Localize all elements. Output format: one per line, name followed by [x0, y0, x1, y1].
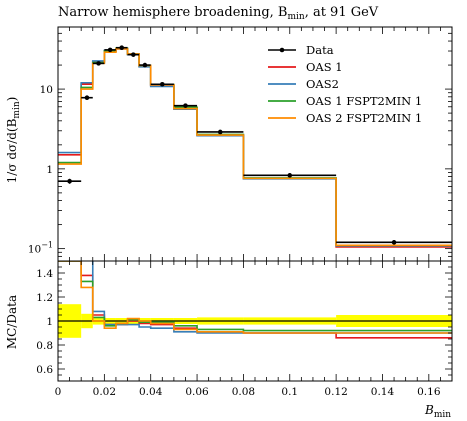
x-tick-label-8: 0.16 — [417, 386, 441, 398]
main-y-ticks — [58, 26, 452, 262]
x-tick-label-1: 0.02 — [93, 386, 116, 398]
y-axis-label-main: 1/σ dσ/d(Bmin) — [5, 97, 22, 184]
data-point-5 — [131, 52, 136, 57]
y-axis-label-ratio: MC/Data — [5, 295, 19, 349]
legend-label-4: OAS 2 FSPT2MIN 1 — [306, 111, 422, 125]
legend-data-marker — [279, 47, 285, 53]
data-point-9 — [217, 129, 223, 135]
mc-line-3 — [58, 47, 452, 247]
data-point-3 — [107, 47, 113, 53]
y-ratio-tick-label-1: 0.8 — [36, 340, 53, 352]
y-main-tick-label-1: 1 — [46, 164, 53, 176]
legend: Data OAS 1 OAS2 OAS 1 FSPT2MIN 1 OAS 2 FSPT2… — [268, 43, 422, 125]
x-tick-label-2: 0.04 — [139, 386, 163, 398]
main-x-ticks — [57, 27, 453, 261]
mc-line-1 — [58, 47, 452, 248]
data-point-8 — [183, 103, 188, 108]
y-ratio-tick-label-2: 1 — [46, 316, 53, 328]
data-point-4 — [119, 45, 125, 51]
y-main-tick-label-0: 10−1 — [28, 241, 53, 256]
legend-label-1: OAS 1 — [306, 60, 343, 74]
main-series-group — [58, 47, 452, 248]
chart-title: Narrow hemisphere broadening, Bmin, at 9… — [58, 5, 379, 22]
x-tick-label-4: 0.08 — [232, 386, 255, 398]
y-ratio-tick-label-0: 0.6 — [36, 364, 53, 376]
data-point-7 — [159, 81, 165, 87]
mc-line-4 — [58, 47, 452, 247]
legend-label-2: OAS2 — [306, 77, 339, 91]
main-frame — [57, 26, 453, 262]
main-panel: 10−1 1 10 — [28, 26, 453, 262]
ratio-x-ticks — [57, 261, 453, 381]
ratio-y-ticks — [58, 260, 452, 382]
x-tick-label-5: 0.1 — [281, 386, 298, 398]
legend-label-data: Data — [306, 43, 334, 57]
ratio-panel: 0.6 0.8 1 1.2 1.4 0 0.02 0.04 0.06 0.08 0.1 0.12 0.1… — [36, 260, 453, 398]
ratio-line-4 — [58, 261, 452, 334]
x-tick-label-6: 0.12 — [324, 386, 347, 398]
data-point-11 — [391, 240, 397, 245]
data-point-6 — [142, 62, 148, 68]
data-point-2 — [96, 61, 101, 66]
legend-label-3: OAS 1 FSPT2MIN 1 — [306, 94, 422, 108]
data-point-1 — [84, 95, 90, 100]
y-main-tick-label-2: 10 — [40, 84, 53, 96]
x-tick-label-3: 0.06 — [185, 386, 209, 398]
x-tick-label-0: 0 — [55, 386, 62, 398]
x-tick-label-7: 0.14 — [371, 386, 395, 398]
mc-line-2 — [58, 47, 452, 247]
y-ratio-tick-label-3: 1.2 — [36, 292, 53, 304]
data-group — [58, 45, 452, 245]
data-point-0 — [67, 178, 72, 184]
x-axis-label: Bmin — [424, 403, 451, 420]
y-ratio-tick-label-4: 1.4 — [36, 268, 53, 280]
data-point-10 — [287, 173, 293, 178]
